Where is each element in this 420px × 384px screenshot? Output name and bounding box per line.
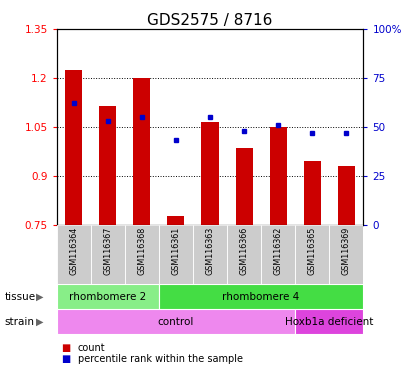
Bar bbox=[329, 225, 363, 284]
Bar bbox=[134, 78, 150, 225]
Text: control: control bbox=[158, 316, 194, 327]
Bar bbox=[261, 225, 295, 284]
Text: GSM116367: GSM116367 bbox=[103, 227, 112, 275]
Bar bbox=[125, 225, 159, 284]
Text: rhombomere 4: rhombomere 4 bbox=[223, 291, 300, 302]
Text: GSM116364: GSM116364 bbox=[69, 227, 78, 275]
Bar bbox=[159, 225, 193, 284]
Bar bbox=[99, 106, 116, 225]
Text: ■: ■ bbox=[61, 343, 70, 353]
Text: strain: strain bbox=[4, 316, 34, 327]
Text: ■: ■ bbox=[61, 354, 70, 364]
Text: rhombomere 2: rhombomere 2 bbox=[69, 291, 147, 302]
Text: ▶: ▶ bbox=[36, 316, 44, 327]
Bar bbox=[159, 284, 363, 309]
Title: GDS2575 / 8716: GDS2575 / 8716 bbox=[147, 13, 273, 28]
Bar bbox=[295, 225, 329, 284]
Text: GSM116362: GSM116362 bbox=[274, 227, 283, 275]
Bar bbox=[270, 127, 287, 225]
Bar bbox=[295, 309, 363, 334]
Bar bbox=[193, 225, 227, 284]
Bar bbox=[236, 148, 252, 225]
Bar bbox=[338, 166, 355, 225]
Bar bbox=[91, 225, 125, 284]
Text: GSM116369: GSM116369 bbox=[342, 227, 351, 275]
Bar bbox=[227, 225, 261, 284]
Bar bbox=[57, 225, 91, 284]
Bar bbox=[168, 217, 184, 225]
Bar bbox=[202, 122, 218, 225]
Text: GSM116363: GSM116363 bbox=[205, 227, 215, 275]
Text: Hoxb1a deficient: Hoxb1a deficient bbox=[285, 316, 373, 327]
Bar bbox=[57, 284, 159, 309]
Text: tissue: tissue bbox=[4, 291, 35, 302]
Text: ▶: ▶ bbox=[36, 291, 44, 302]
Bar bbox=[57, 309, 295, 334]
Text: percentile rank within the sample: percentile rank within the sample bbox=[78, 354, 243, 364]
Bar bbox=[304, 161, 321, 225]
Text: count: count bbox=[78, 343, 105, 353]
Text: GSM116366: GSM116366 bbox=[239, 227, 249, 275]
Text: GSM116365: GSM116365 bbox=[308, 227, 317, 275]
Text: GSM116361: GSM116361 bbox=[171, 227, 181, 275]
Text: GSM116368: GSM116368 bbox=[137, 227, 146, 275]
Bar bbox=[65, 70, 82, 225]
